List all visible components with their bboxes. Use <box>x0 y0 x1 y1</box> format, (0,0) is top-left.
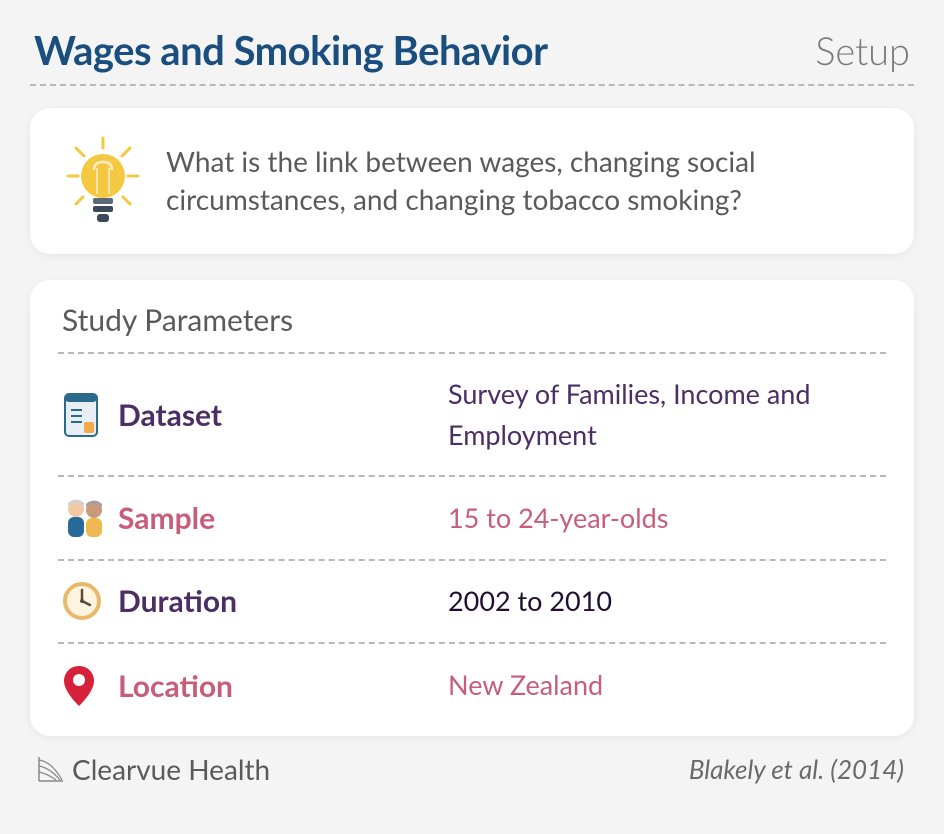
question-text: What is the link between wages, changing… <box>148 143 878 219</box>
param-value: 15 to 24-year-olds <box>448 498 886 539</box>
param-label: Duration <box>118 583 448 619</box>
question-card: What is the link between wages, changing… <box>30 108 914 254</box>
param-label: Sample <box>118 500 448 536</box>
param-value: New Zealand <box>448 665 886 706</box>
param-value: Survey of Families, Income and Employmen… <box>448 374 886 455</box>
param-row-duration: Duration 2002 to 2010 <box>58 561 886 644</box>
param-row-dataset: Dataset Survey of Families, Income and E… <box>58 354 886 477</box>
brand-logo-icon <box>36 754 66 784</box>
param-row-location: Location New Zealand <box>58 644 886 728</box>
page-title: Wages and Smoking Behavior <box>34 26 548 74</box>
param-row-sample: Sample 15 to 24-year-olds <box>58 477 886 561</box>
brand: Clearvue Health <box>36 752 270 786</box>
study-parameters-heading: Study Parameters <box>58 298 886 354</box>
brand-text: Clearvue Health <box>72 752 270 786</box>
lightbulb-icon <box>58 136 148 226</box>
footer: Clearvue Health Blakely et al. (2014) <box>30 736 914 786</box>
people-icon <box>62 497 118 539</box>
citation: Blakely et al. (2014) <box>689 753 904 785</box>
clock-icon <box>62 581 118 621</box>
param-label: Dataset <box>118 397 448 433</box>
page-subtitle: Setup <box>815 28 910 74</box>
param-value: 2002 to 2010 <box>448 581 886 622</box>
param-label: Location <box>118 668 448 704</box>
document-icon <box>62 392 118 438</box>
header: Wages and Smoking Behavior Setup <box>30 26 914 86</box>
study-parameters-card: Study Parameters Dataset Survey of Famil… <box>30 280 914 736</box>
pin-icon <box>62 664 118 708</box>
